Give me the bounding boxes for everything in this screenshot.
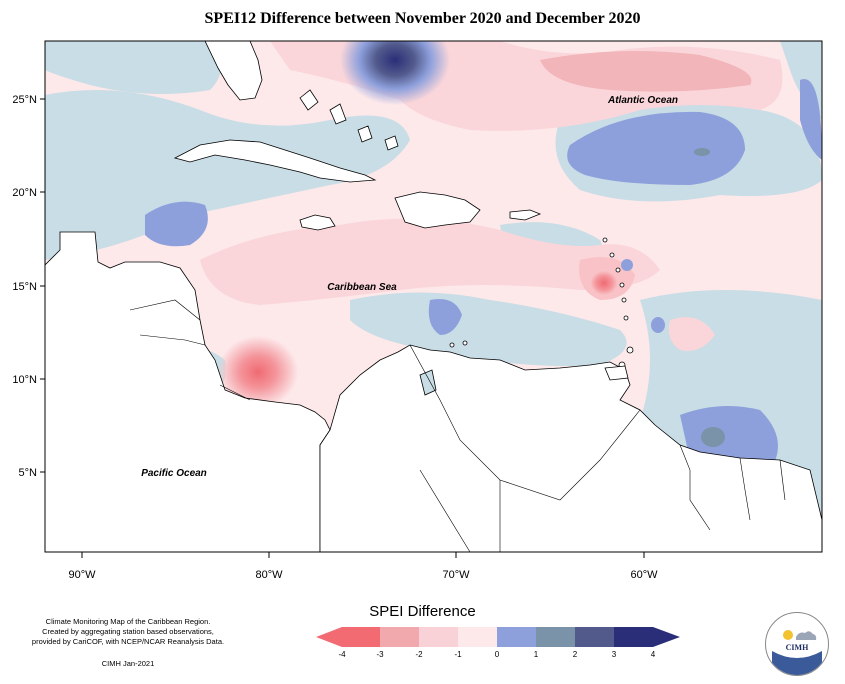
legend-tick-label: 0	[495, 650, 500, 659]
legend-tick-label: 1	[534, 650, 539, 659]
credits-line: Climate Monitoring Map of the Caribbean …	[45, 617, 211, 626]
legend-swatch	[419, 627, 458, 647]
logo-text: CIMH	[786, 643, 809, 652]
credits-date: CIMH Jan-2021	[101, 659, 155, 668]
legend-swatch	[497, 627, 536, 647]
legend-swatch	[342, 627, 380, 647]
legend-swatch	[380, 627, 419, 647]
landmasses	[45, 41, 822, 552]
legend-arrow-right	[653, 627, 680, 647]
legend-arrow-left	[316, 627, 342, 647]
lat-tick-label: 25°N	[12, 94, 37, 106]
credits-line: provided by CariCOF, with NCEP/NCAR Rean…	[31, 637, 225, 646]
legend-tick-label: -1	[454, 650, 462, 659]
lon-tick-label: 60°W	[630, 569, 658, 581]
legend-tick-label: 3	[612, 650, 617, 659]
legend-tick-label: 2	[573, 650, 578, 659]
legend-colorbar: -4 -3 -2 -1 0 1 2 3 4	[316, 627, 680, 659]
lon-tick-label: 70°W	[442, 569, 470, 581]
legend-tick-label: -2	[415, 650, 423, 659]
legend-swatch	[458, 627, 497, 647]
credits-line: Created by aggregating station based obs…	[42, 627, 214, 636]
legend-swatch	[614, 627, 653, 647]
legend-swatch	[536, 627, 575, 647]
country-borders	[129, 299, 786, 553]
pacific-ocean-label: Pacific Ocean	[141, 468, 207, 479]
lat-tick-label: 15°N	[12, 281, 37, 293]
legend-swatch	[575, 627, 614, 647]
lon-axis: 90°W 80°W 70°W 60°W	[68, 552, 658, 581]
credits-block: Climate Monitoring Map of the Caribbean …	[28, 617, 228, 669]
legend-tick-label: 4	[651, 650, 656, 659]
lon-tick-label: 80°W	[255, 569, 283, 581]
lat-tick-label: 10°N	[12, 374, 37, 386]
caribbean-sea-label: Caribbean Sea	[327, 282, 397, 293]
cimh-logo: CIMH	[765, 612, 829, 676]
atlantic-ocean-label: Atlantic Ocean	[607, 95, 678, 106]
lon-tick-label: 90°W	[68, 569, 96, 581]
cimh-logo-icon: CIMH	[767, 614, 827, 675]
legend-title: SPEI Difference	[369, 603, 476, 620]
legend-tick-label: -4	[338, 650, 346, 659]
lat-tick-label: 5°N	[19, 467, 38, 479]
legend-tick-label: -3	[376, 650, 384, 659]
map-frame	[44, 40, 823, 553]
lat-axis: 25°N 20°N 15°N 10°N 5°N	[12, 94, 45, 479]
lat-tick-label: 20°N	[12, 187, 37, 199]
map-title: SPEI12 Difference between November 2020 …	[204, 10, 641, 27]
